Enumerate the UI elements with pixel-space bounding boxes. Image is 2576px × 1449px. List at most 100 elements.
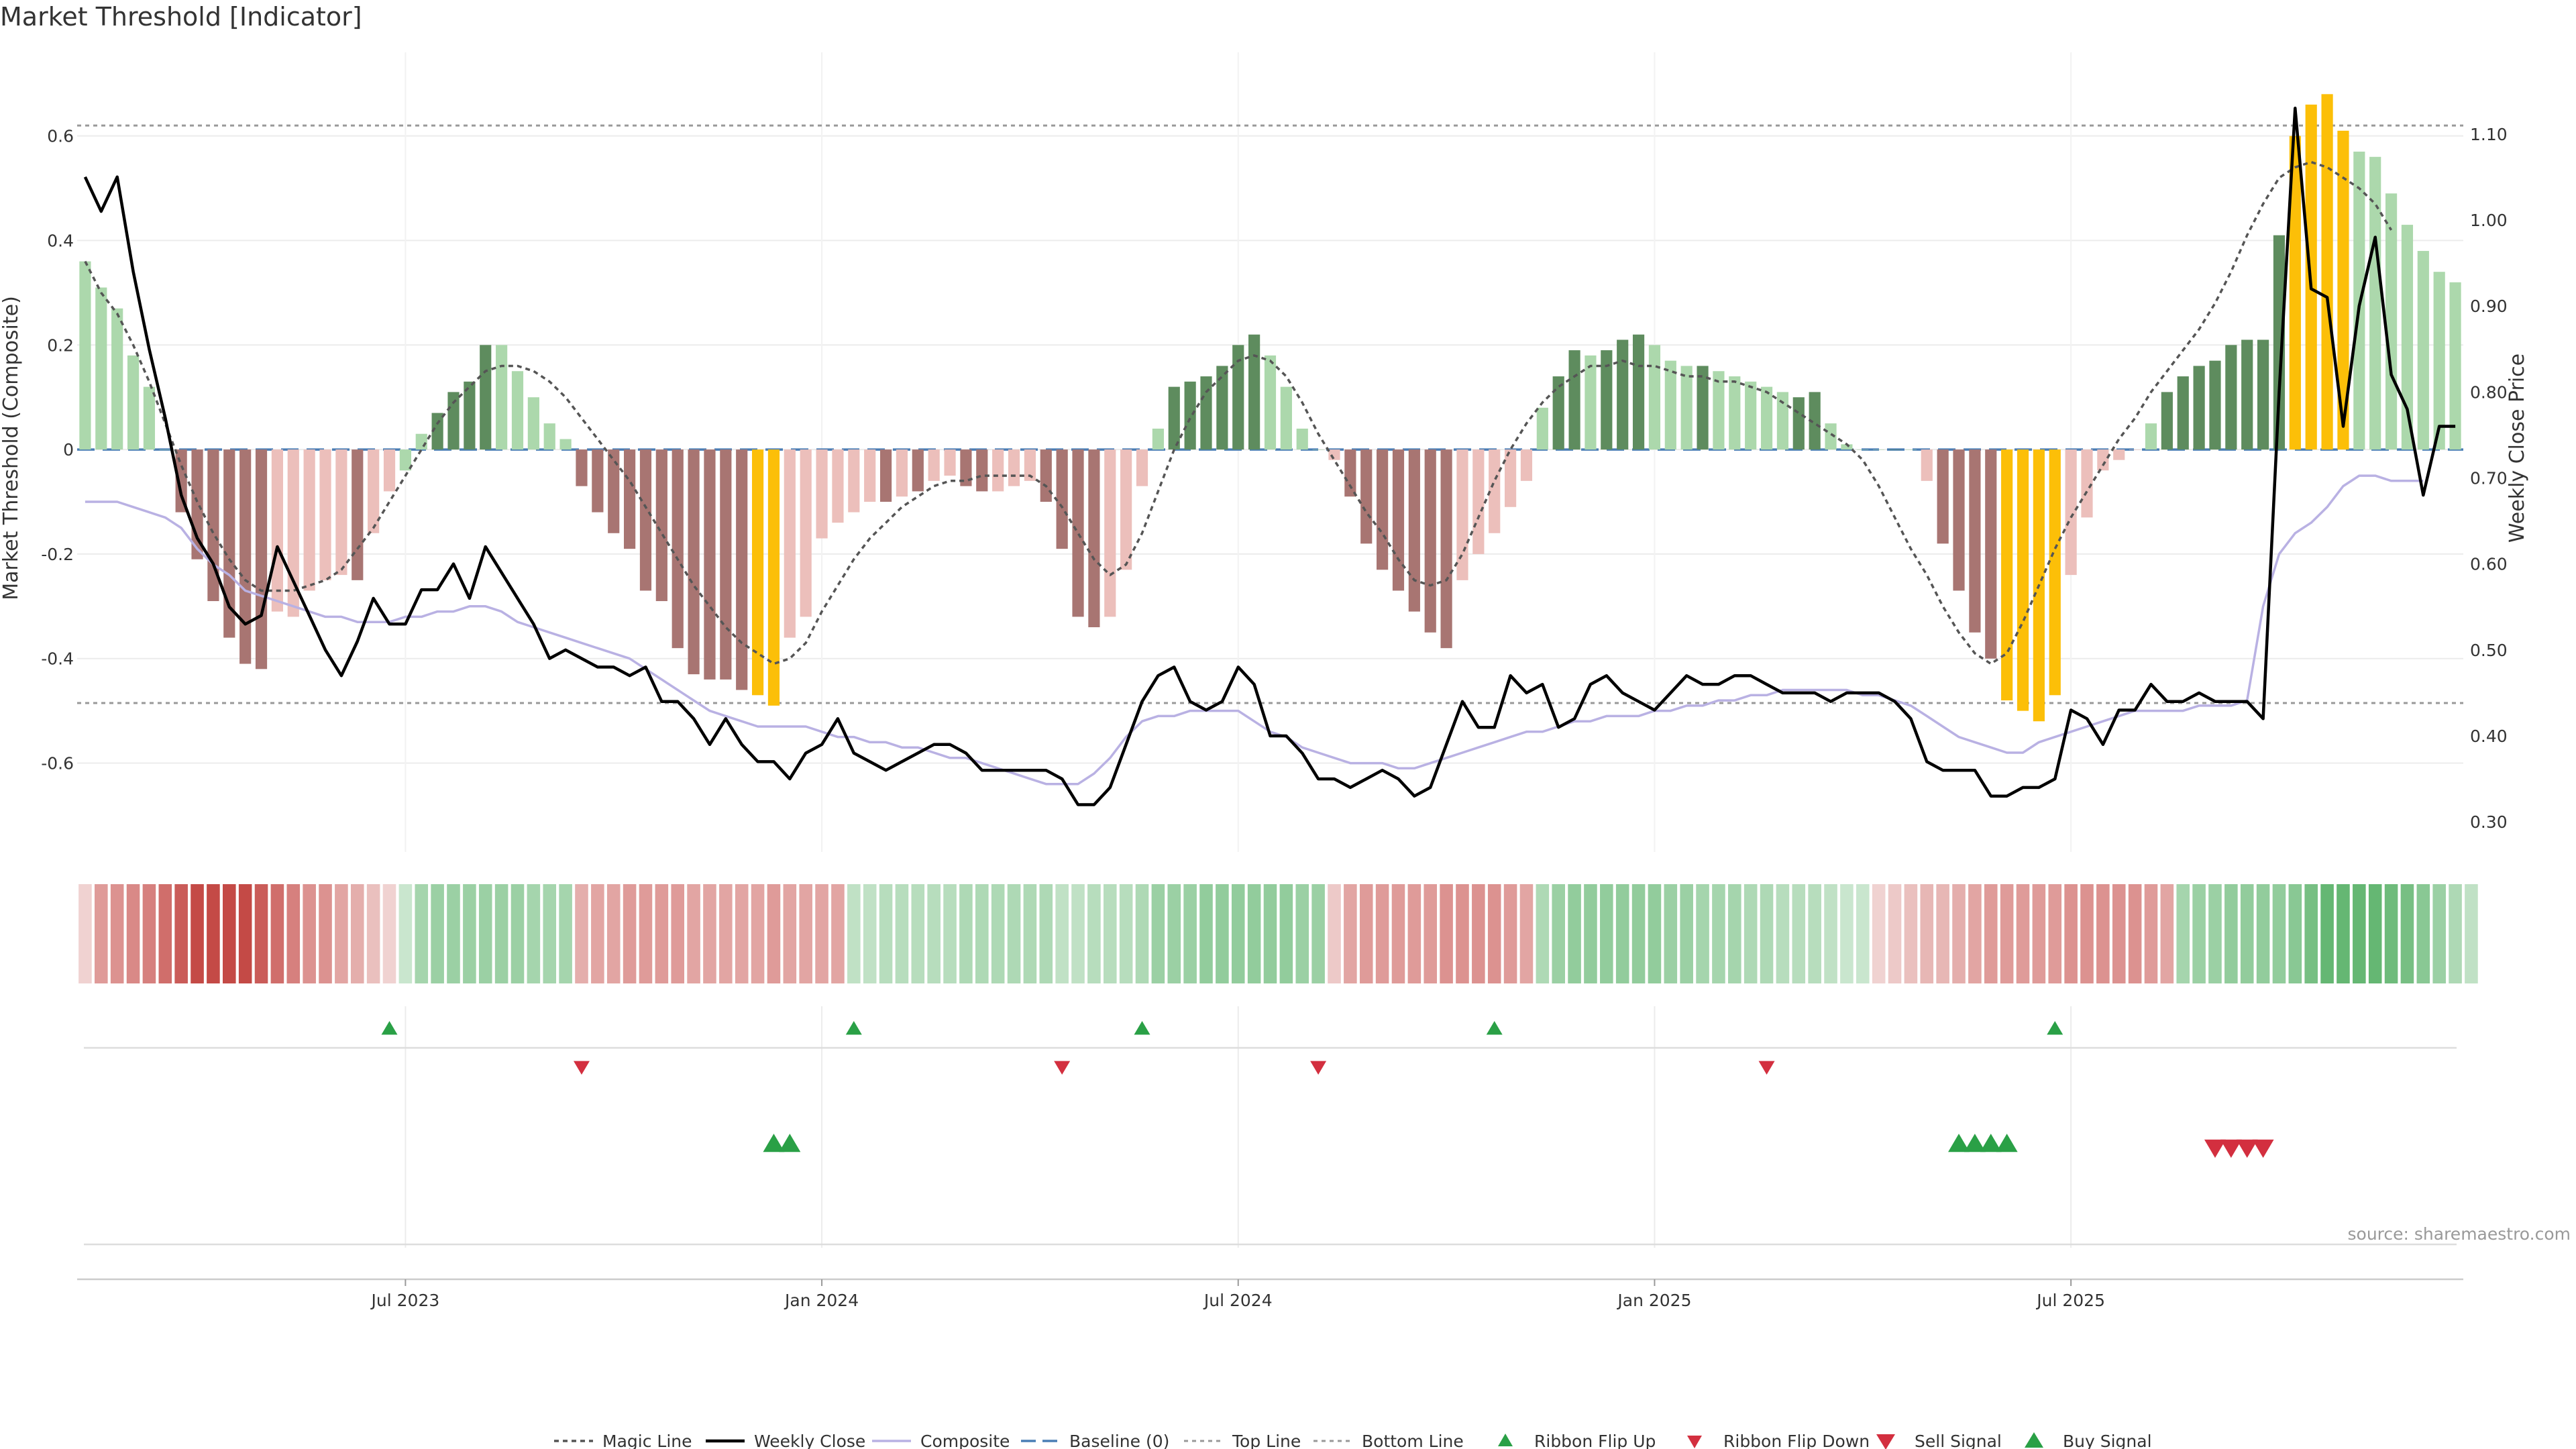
composite-bar (2289, 136, 2301, 450)
buy-signal-marker (1948, 1134, 1970, 1152)
composite-bar (1632, 334, 1645, 450)
composite-bar (1216, 366, 1228, 450)
composite-bar (2337, 130, 2349, 450)
ribbon-cell (415, 884, 429, 983)
x-tick-label: Jul 2023 (370, 1291, 440, 1310)
composite-bar (1617, 339, 1629, 450)
ribbon-cell (911, 884, 925, 983)
ribbon-cell (1552, 884, 1565, 983)
ribbon-cell (350, 884, 364, 983)
ribbon-cell (1856, 884, 1870, 983)
ribbon-cell (1135, 884, 1149, 983)
composite-bar (511, 371, 524, 450)
y-tick-label: 0 (63, 440, 74, 460)
composite-bar (79, 261, 91, 450)
ribbon-cell (1519, 884, 1534, 983)
composite-bar (447, 392, 460, 450)
ribbon-cell (639, 884, 653, 983)
composite-bar (992, 449, 1004, 492)
composite-bar (1377, 449, 1389, 570)
composite-bar (352, 449, 364, 580)
composite-bar (1120, 449, 1132, 570)
ribbon-cell (687, 884, 700, 983)
composite-bar (2081, 449, 2093, 518)
y-tick-label: 0.2 (47, 335, 74, 355)
composite-bar (559, 439, 572, 450)
sell-signal-marker (2236, 1139, 2258, 1158)
composite-bar (1680, 366, 1693, 450)
composite-bar (1088, 449, 1100, 627)
sell-signal-marker (2220, 1139, 2242, 1158)
ribbon-cell (2144, 884, 2158, 983)
ribbon-cell (1263, 884, 1277, 983)
ribbon-cell (2384, 884, 2398, 983)
ribbon-cell (1584, 884, 1597, 983)
ribbon-cell (303, 884, 316, 983)
ribbon-cell (270, 884, 284, 983)
composite-bar (1888, 449, 1901, 450)
composite-bar (1312, 449, 1324, 450)
y-axis-right: 0.30 0.40 0.50 0.60 0.70 0.80 0.90 1.00 1.10 (2470, 125, 2508, 832)
x-axis: Jul 2023 Jan 2024 Jul 2024 Jan 2025 Jul 2025 (77, 1278, 2463, 1310)
ribbon-cell (2288, 884, 2302, 983)
y-tick-label: -0.6 (41, 754, 74, 773)
ribbon-cell (2112, 884, 2126, 983)
ribbon-cell (879, 884, 893, 983)
ribbon-cell (174, 884, 188, 983)
ribbon-strip (78, 884, 2478, 983)
composite-bar (624, 449, 636, 549)
ribbon-cell (2032, 884, 2046, 983)
composite-bar (399, 449, 411, 471)
ribbon-cell (1920, 884, 1934, 983)
ribbon-cell (751, 884, 765, 983)
ribbon-cell (2368, 884, 2382, 983)
composite-bar (1729, 376, 1741, 450)
ribbon-cell (1472, 884, 1485, 983)
ribbon-cell (1728, 884, 1741, 983)
ribbon-cell (223, 884, 236, 983)
composite-bar (2321, 94, 2333, 450)
ribbon-cell (494, 884, 508, 983)
composite-bar (271, 449, 284, 612)
composite-bar (2225, 345, 2237, 450)
y2-axis-label: Weekly Close Price (2506, 354, 2529, 543)
composite-bar (912, 449, 924, 492)
ribbon-cell (1071, 884, 1085, 983)
ribbon-flip-up-marker (2047, 1021, 2063, 1035)
ribbon-cell (799, 884, 812, 983)
ribbon-cell (2176, 884, 2190, 983)
composite-bar (1168, 386, 1180, 450)
legend-label: Magic Line (602, 1432, 692, 1449)
composite-bar (1969, 449, 1981, 633)
composite-bar (1408, 449, 1420, 612)
legend-swatch-flip-up (1498, 1434, 1513, 1446)
composite-bar (832, 449, 844, 523)
composite-bar (159, 449, 171, 450)
ribbon-cell (1680, 884, 1693, 983)
ribbon-flip-up-marker (845, 1021, 862, 1035)
ribbon-cell (1328, 884, 1341, 983)
composite-bar (2401, 225, 2414, 450)
composite-bar (896, 449, 908, 497)
ribbon-cell (1151, 884, 1165, 983)
ribbon-cell (2304, 884, 2318, 983)
ribbon-cell (1568, 884, 1581, 983)
legend-label: Ribbon Flip Up (1534, 1432, 1656, 1449)
legend-label: Weekly Close (754, 1432, 865, 1449)
ribbon-cell (703, 884, 716, 983)
weekly-close-line (83, 107, 2456, 806)
composite-bars (79, 94, 2461, 722)
ribbon-cell (1295, 884, 1309, 983)
composite-bar (1424, 449, 1436, 633)
composite-bar (751, 449, 764, 696)
composite-bar (1296, 428, 1308, 450)
y-axis-left: -0.6 -0.4 -0.2 0 0.2 0.4 0.6 (41, 127, 74, 773)
composite-bar (2417, 251, 2429, 450)
y2-tick-label: 0.80 (2470, 382, 2508, 402)
composite-bar (1697, 366, 1709, 450)
ribbon-cell (191, 884, 204, 983)
composite-bar (1056, 449, 1068, 549)
ribbon-cell (1359, 884, 1373, 983)
y-axis-label: Market Threshold (Composite) (0, 296, 23, 600)
ribbon-cell (783, 884, 797, 983)
